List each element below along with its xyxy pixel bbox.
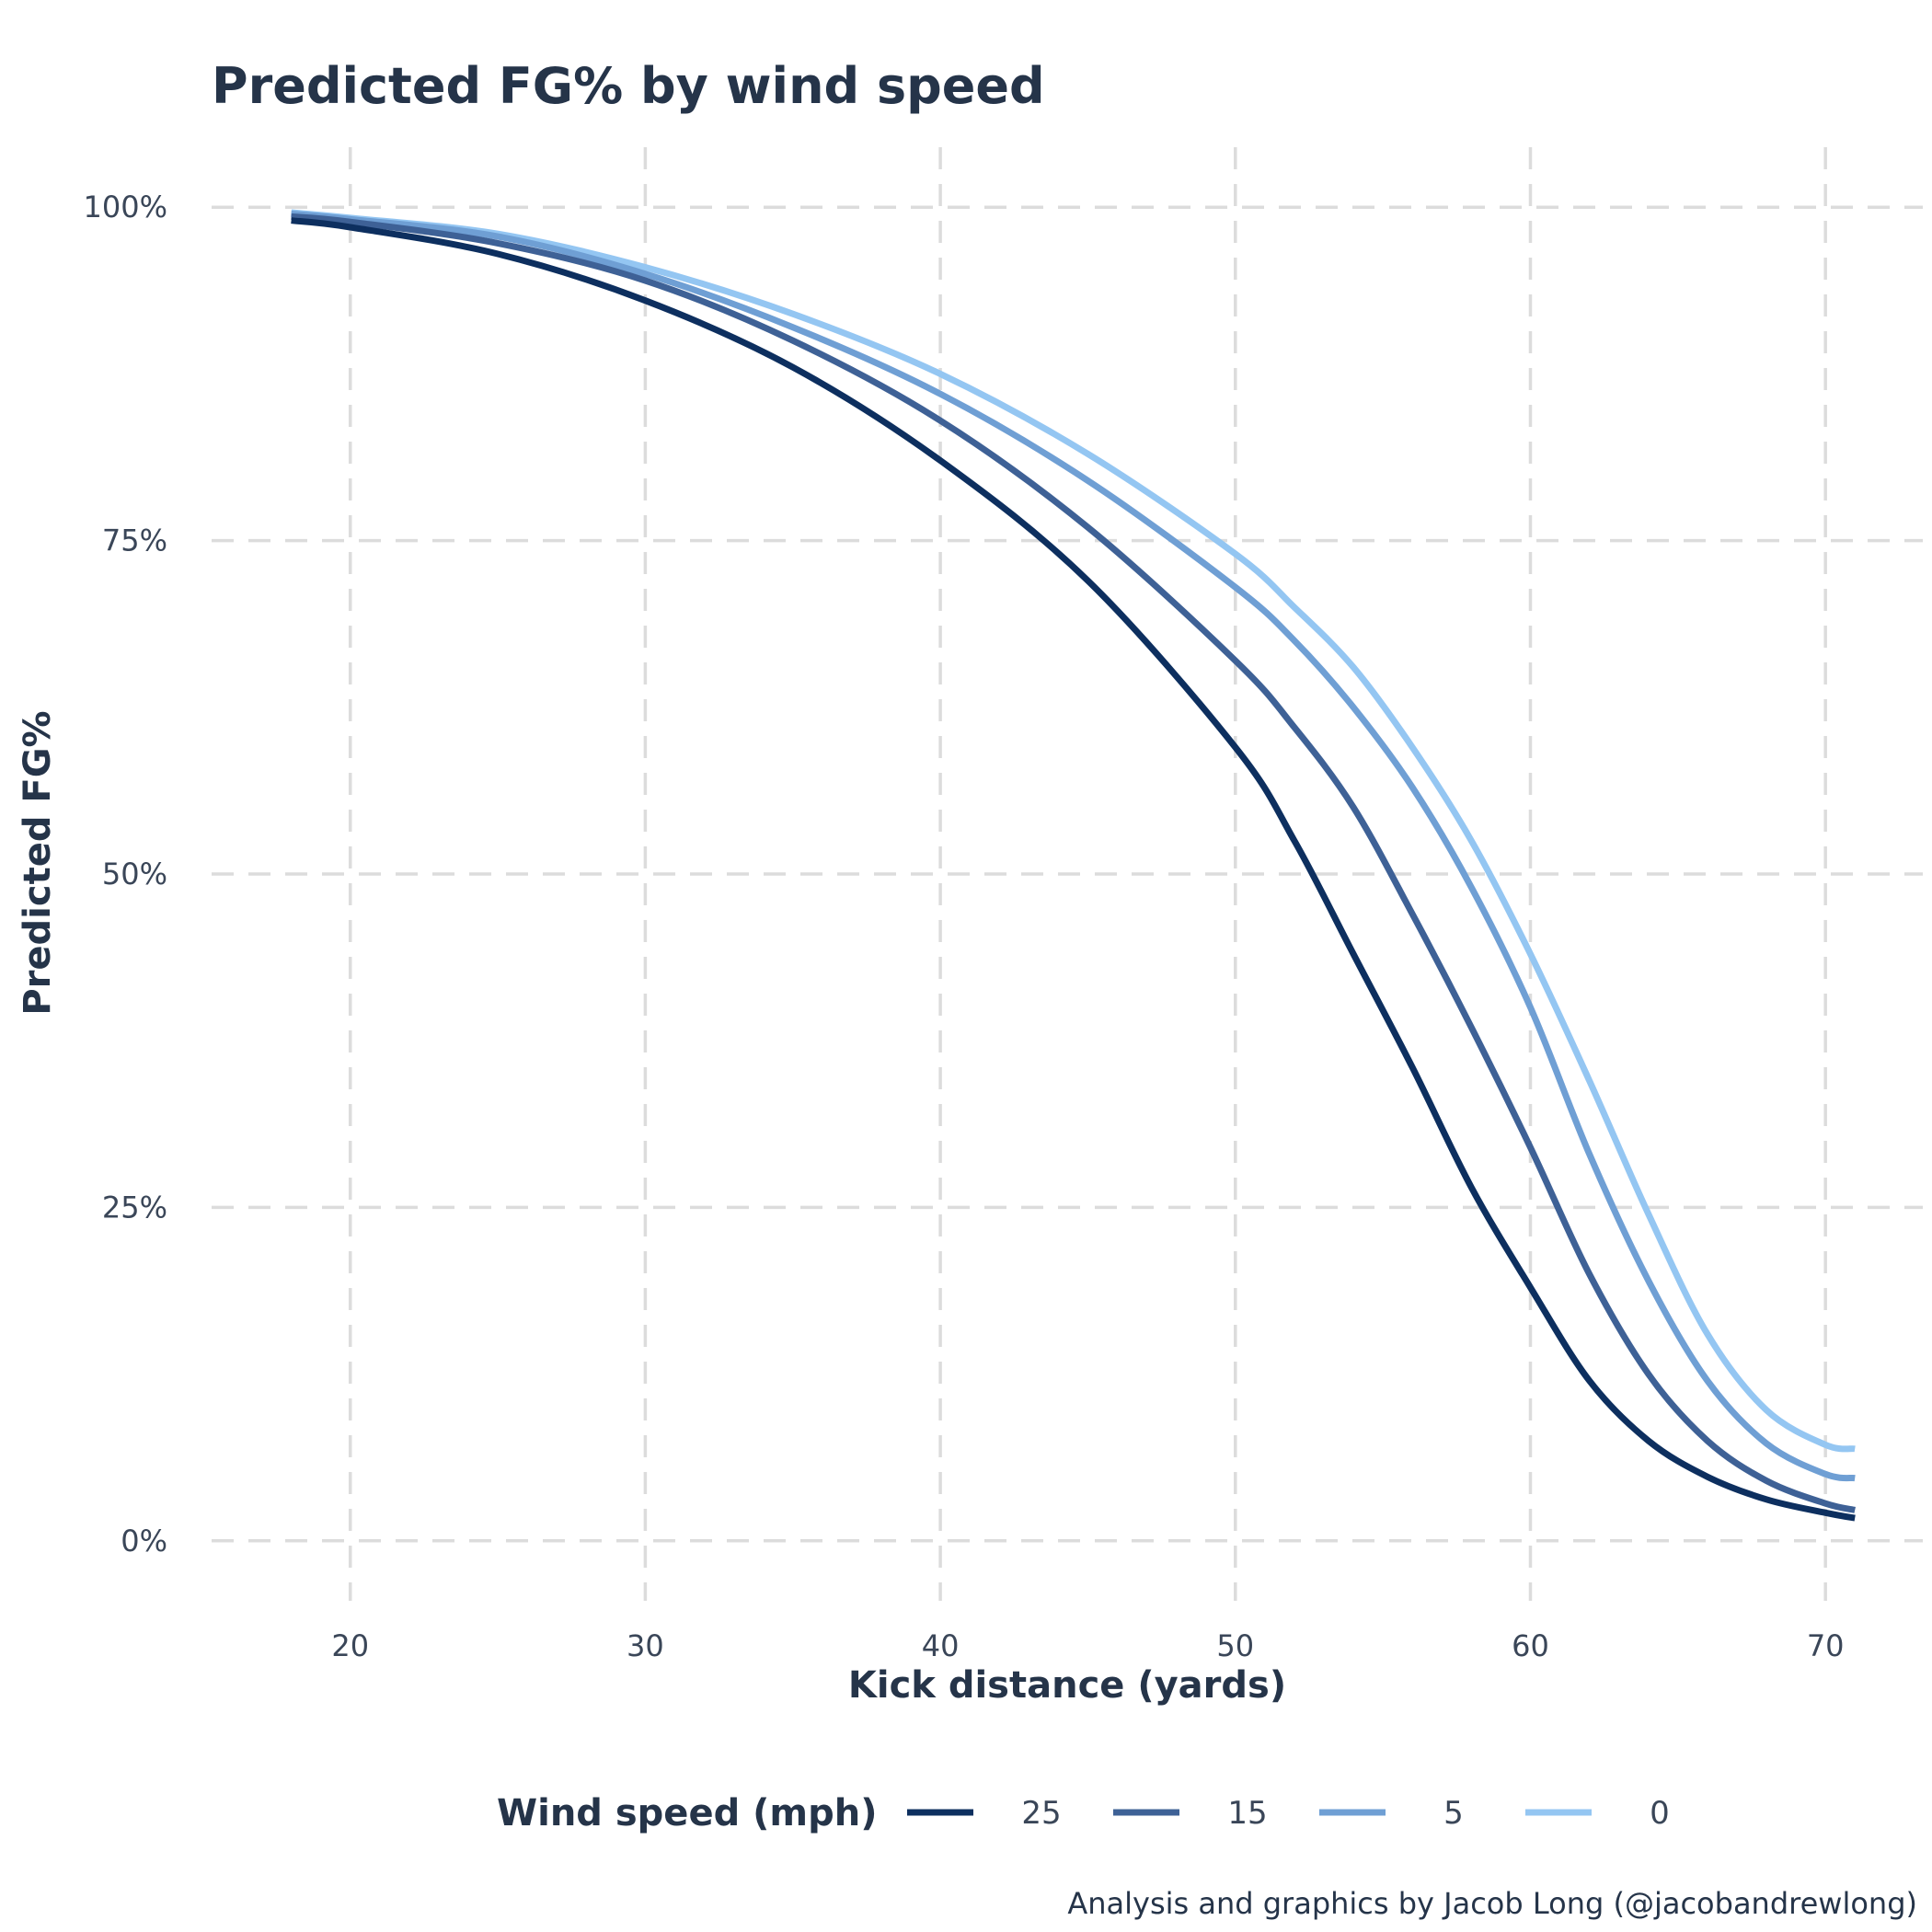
legend-label-5: 5 <box>1443 1795 1464 1832</box>
x-axis-title: Kick distance (yards) <box>848 1664 1286 1707</box>
series-line-5 <box>291 211 1856 1482</box>
y-axis-ticks: 0% 25% 50% 75% 100% <box>84 190 167 1558</box>
legend-label-15: 15 <box>1227 1795 1267 1832</box>
x-tick-label: 70 <box>1807 1628 1845 1663</box>
x-tick-label: 50 <box>1216 1628 1254 1663</box>
series-line-0 <box>291 209 1856 1453</box>
y-tick-label: 100% <box>84 190 167 224</box>
series-line-15 <box>291 213 1856 1513</box>
x-tick-label: 60 <box>1512 1628 1549 1663</box>
caption: Analysis and graphics by Jacob Long (@ja… <box>1067 1886 1917 1921</box>
x-tick-label: 20 <box>331 1628 369 1663</box>
x-tick-label: 30 <box>627 1628 664 1663</box>
x-axis-ticks: 20 30 40 50 60 70 <box>331 1628 1844 1663</box>
series-line-25 <box>291 217 1856 1522</box>
legend-title: Wind speed (mph) <box>497 1792 877 1834</box>
series-lines <box>291 209 1856 1522</box>
x-tick-label: 40 <box>922 1628 960 1663</box>
legend-label-0: 0 <box>1650 1795 1670 1832</box>
legend-label-25: 25 <box>1021 1795 1061 1832</box>
chart-title: Predicted FG% by wind speed <box>212 57 1045 115</box>
legend: Wind speed (mph) 25 15 5 0 <box>497 1792 1670 1834</box>
y-tick-label: 50% <box>102 857 167 891</box>
y-axis-title: Predicted FG% <box>17 710 59 1015</box>
y-tick-label: 0% <box>121 1524 167 1558</box>
y-tick-label: 25% <box>102 1190 167 1225</box>
y-tick-label: 75% <box>102 523 167 558</box>
gridlines <box>212 147 1923 1601</box>
